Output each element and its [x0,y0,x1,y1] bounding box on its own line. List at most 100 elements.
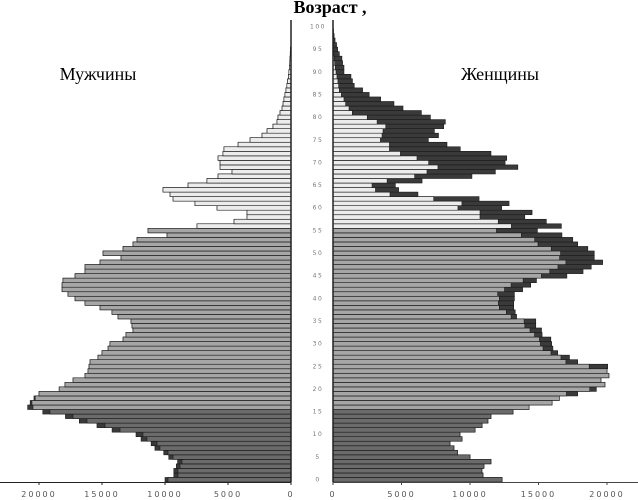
female-bar-age-8 [332,440,451,447]
female-bar-age-16 [332,404,530,410]
male-bar-age-19 [38,391,292,397]
female-bar-age-71 [332,155,418,161]
female-bar-age-80 [332,114,368,120]
male-bar-age-22 [72,377,292,383]
female-bar-age-62 [332,196,434,202]
male-bar-age-43 [61,282,292,288]
male-bar-age-73 [223,146,292,152]
male-bar-age-66 [206,178,292,184]
male-bar-age-12 [104,422,292,428]
female-bar-age-5 [332,454,471,460]
female-bar-age-82 [332,105,350,111]
female-tick-label: 0 [329,490,336,499]
male-bar-age-54 [166,232,292,238]
male-bar-age-6 [167,449,292,456]
female-bar-age-18 [332,395,560,401]
male-bar-age-4 [181,459,292,465]
female-bar-age-46 [332,268,551,274]
male-tick-label: 0 [287,490,294,499]
male-bar-age-29 [107,345,292,351]
age-tick-label: 90 [313,69,324,76]
male-bar-age-15 [49,409,292,415]
male-bar-age-7 [159,445,292,451]
male-bar-age-48 [99,259,292,265]
female-bar-age-20 [332,386,591,392]
male-bar-age-86 [285,87,292,93]
female-bar-age-33 [332,327,531,333]
female-bar-age-31 [332,336,540,342]
male-bar-age-45 [74,273,292,279]
female-bar-age-75 [332,137,381,143]
female-bar-age-30 [332,341,541,347]
female-bar-age-15 [332,409,514,415]
female-bar-age-6 [332,449,458,456]
female-bar-age-47 [332,264,559,270]
male-bar-age-44 [62,277,292,283]
age-tick-label: 70 [313,159,324,166]
female-bar-age-84 [332,96,345,102]
male-bar-age-38 [99,305,292,311]
female-bar-age-79 [332,119,378,125]
male-bar-age-49 [120,255,292,261]
male-bar-age-34 [131,323,292,329]
male-bar-age-72 [222,151,292,157]
male-bar-age-83 [282,101,292,107]
male-bar-age-64 [162,187,292,193]
male-bar-age-58 [246,214,292,220]
female-bar-age-35 [332,318,525,324]
female-bar-age-64 [332,187,376,193]
female-bar-age-63 [332,191,391,197]
female-bar-age-50 [332,250,561,256]
male-bar-age-42 [61,286,292,293]
male-bar-age-85 [284,92,292,98]
male-bar-age-79 [276,119,292,125]
male-bar-age-77 [266,128,292,134]
male-bar-age-65 [187,182,292,188]
female-bar-age-85 [332,92,342,98]
male-bar-age-37 [111,309,292,315]
male-bar-age-0 [167,477,292,483]
female-bar-age-59 [332,209,481,216]
female-bar-age-56 [332,223,512,229]
male-bar-age-23 [84,372,292,379]
female-bar-age-49 [332,255,560,261]
female-bar-age-44 [332,277,524,283]
female-bar-age-43 [332,282,512,288]
male-bar-age-76 [261,132,292,139]
female-bar-age-37 [332,309,507,315]
female-bar-age-77 [332,128,384,134]
female-bar-age-39 [332,300,499,306]
male-label: Мужчины [60,64,137,84]
female-bar-age-72 [332,151,401,157]
age-tick-label: 45 [313,273,324,280]
male-bar-age-82 [281,105,292,111]
female-bar-age-13 [332,418,489,424]
female-tick-label: 15000 [521,490,556,499]
male-bar-age-32 [125,332,292,338]
male-bar-age-30 [109,341,292,347]
female-bar-age-3 [332,463,485,469]
female-bar-age-48 [332,259,567,265]
female-bar-age-1 [332,472,484,478]
age-tick-label: 75 [313,137,324,144]
age-tick-label: 40 [313,295,324,302]
female-bar-age-53 [332,237,535,243]
male-bar-age-78 [272,123,292,129]
female-bar-age-51 [332,246,552,252]
male-bar-age-61 [194,200,292,206]
male-bar-age-25 [88,363,292,370]
female-bar-age-78 [332,123,387,129]
age-tick-label: 15 [313,409,324,416]
male-bar-age-55 [147,228,292,234]
female-bar-age-86 [332,87,340,93]
male-bar-age-14 [72,413,292,419]
axes-group: 0 5 10 15 20 25 30 35 40 45 50 55 60 65 70 75 80 85 90 95 10… [0,20,638,499]
age-tick-label: 100 [310,24,326,31]
male-bar-age-46 [84,268,292,274]
female-bar-age-61 [332,200,463,206]
female-bar-age-70 [332,160,429,166]
age-tick-label: 85 [313,91,324,98]
female-bar-age-73 [332,146,390,152]
male-bar-age-75 [249,137,292,143]
